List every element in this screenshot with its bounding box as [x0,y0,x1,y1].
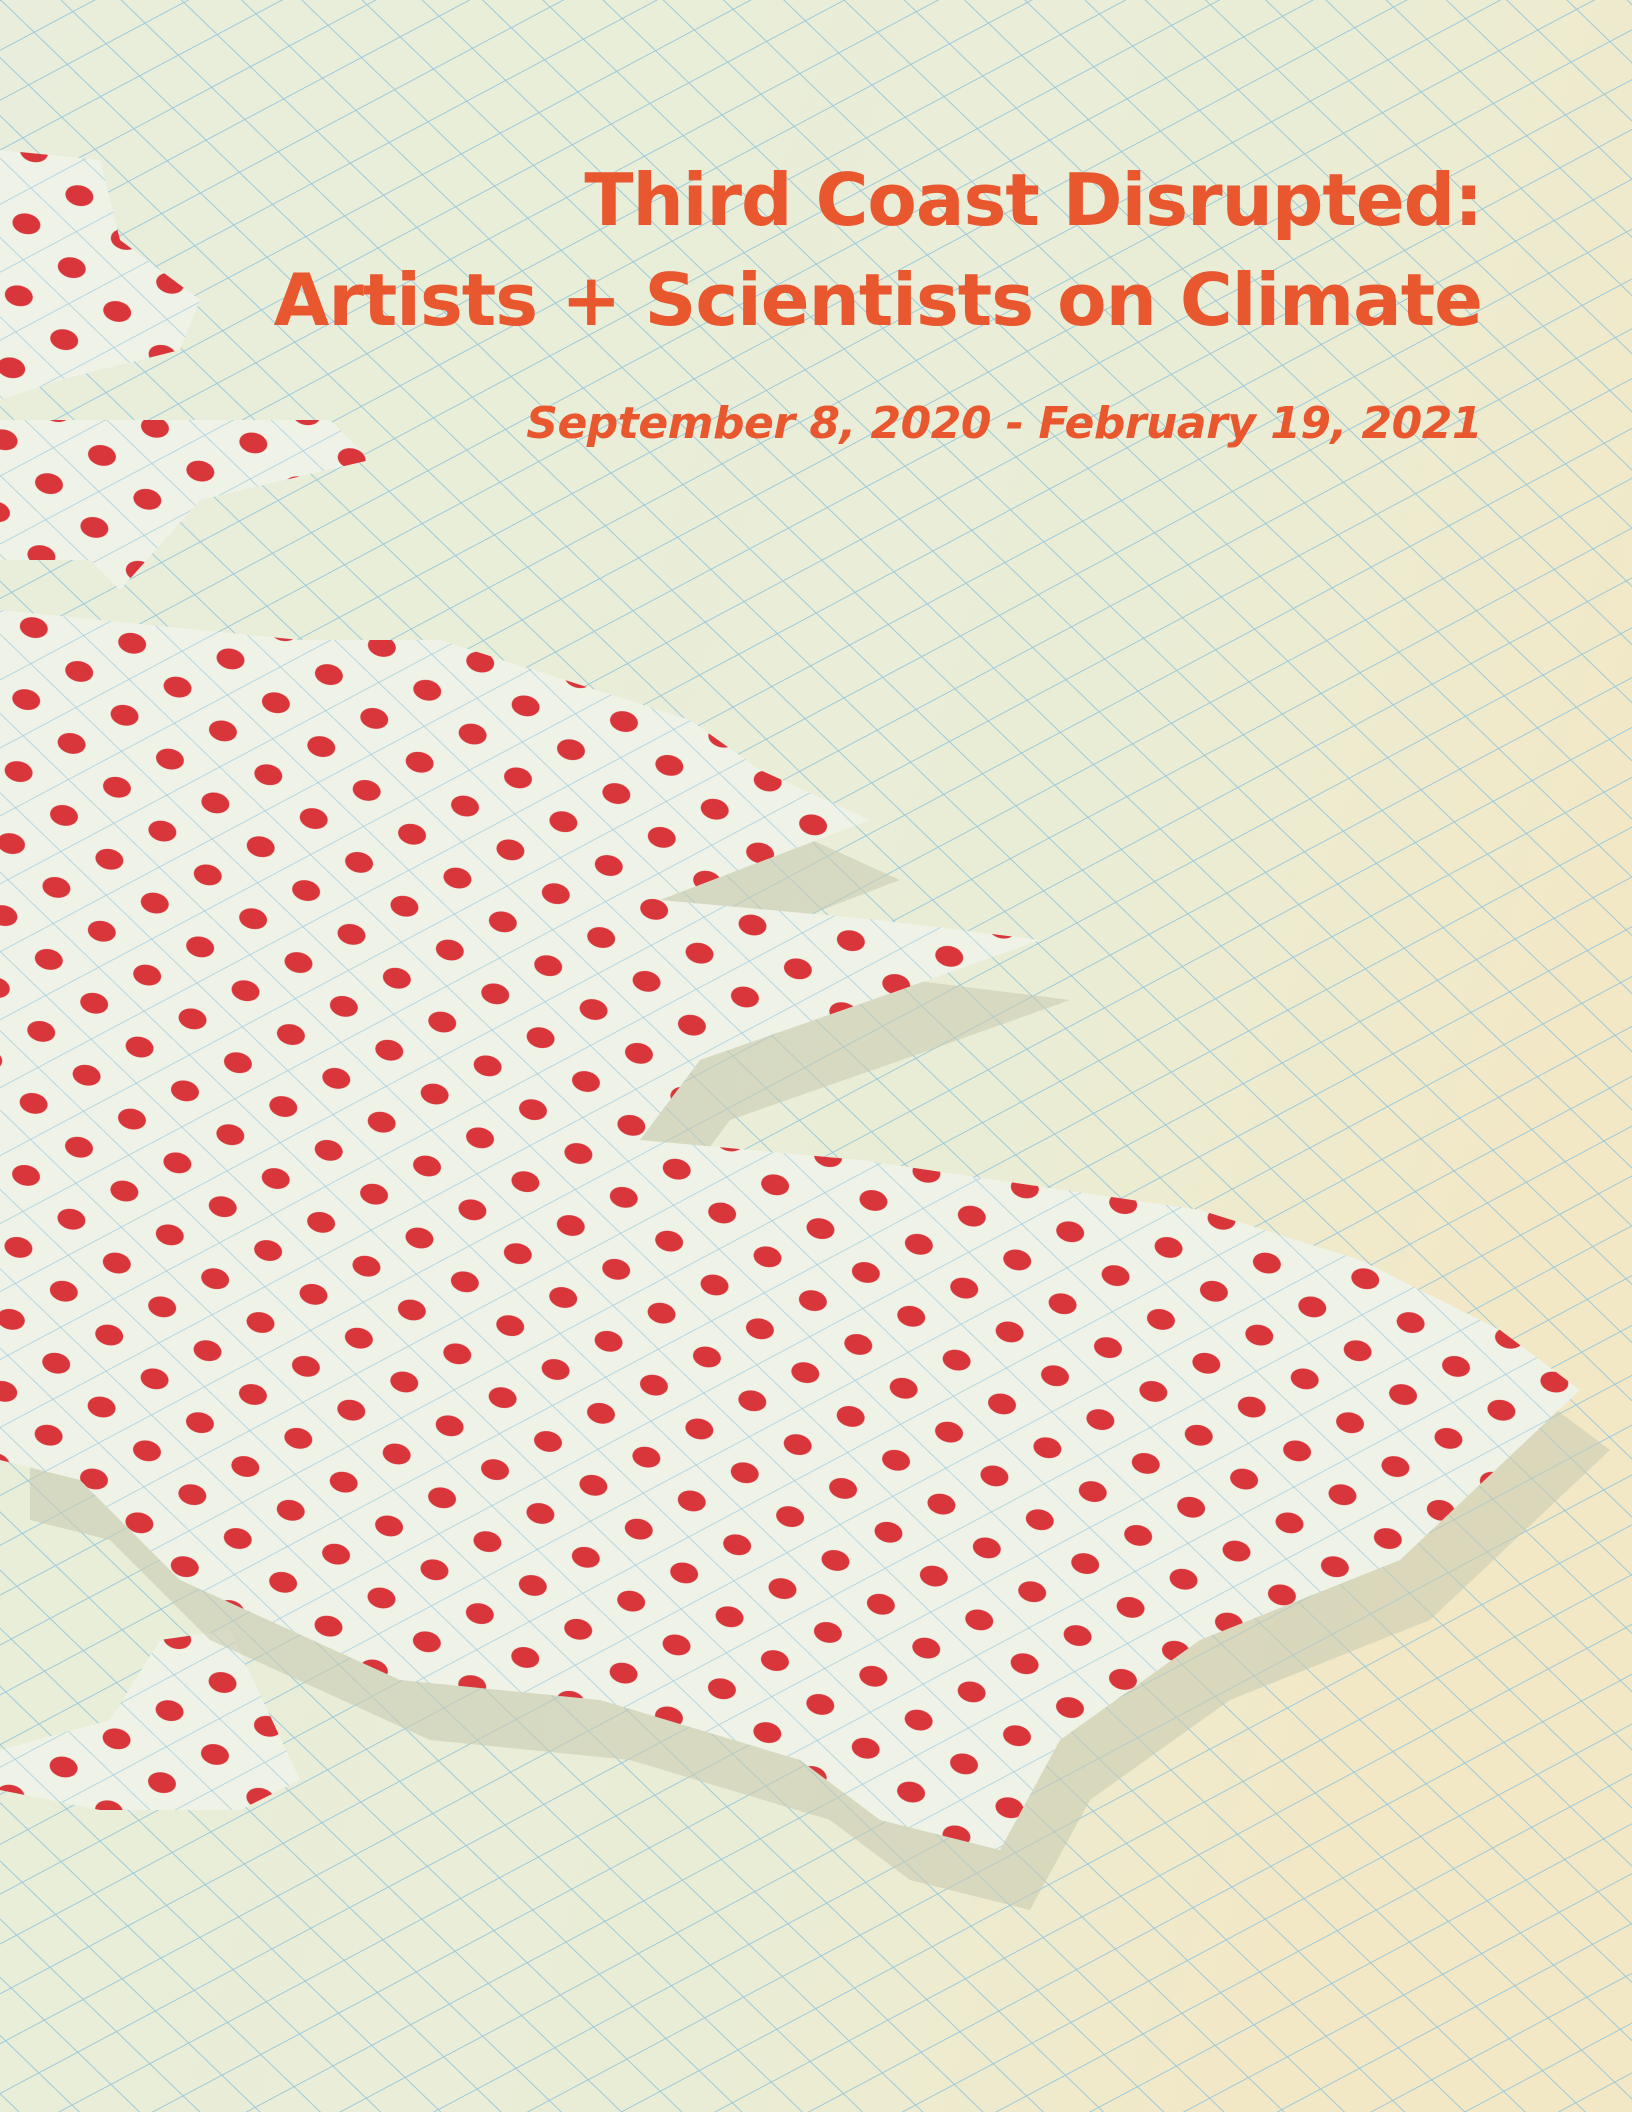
cutout [0,1630,300,1810]
cutout [0,150,200,400]
title: Third Coast Disrupted: [584,158,1483,242]
title-block: Third Coast Disrupted: Artists + Scienti… [273,150,1483,449]
cutout [0,420,370,590]
cutout-map [0,610,1580,1850]
date: September 8, 2020 - February 19, 2021 [526,398,1482,449]
title: Artists + Scientists on Climate [273,258,1483,342]
